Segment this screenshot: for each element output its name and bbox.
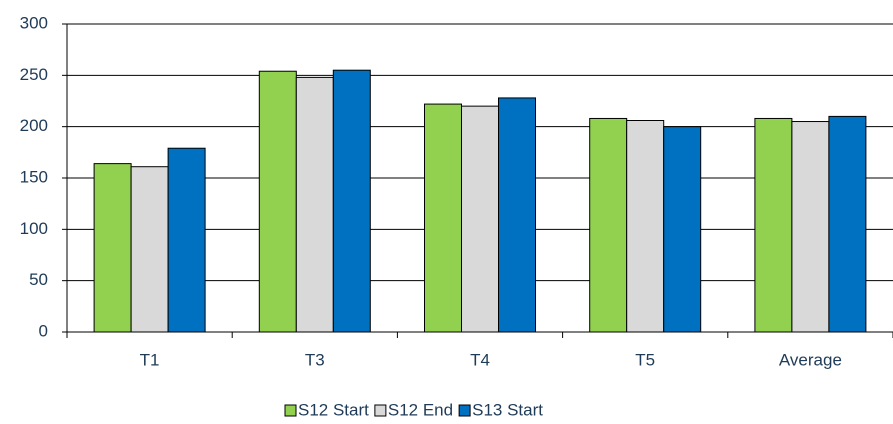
x-tick-label: Average [779,350,842,369]
x-tick-label: T4 [470,350,490,369]
bar [295,76,334,333]
bar [167,147,206,333]
bar [461,105,499,333]
x-tick-label: T1 [140,350,160,369]
y-tick-label: 250 [20,65,48,84]
bar [130,166,169,333]
bar [754,117,793,333]
bar [332,69,371,333]
bar [589,117,628,333]
y-tick-label: 0 [39,321,48,340]
legend-swatch [458,404,471,417]
y-tick-label: 100 [20,219,48,238]
bar [93,163,132,333]
y-tick-label: 150 [20,167,48,186]
y-tick-label: 200 [20,116,48,135]
bar [828,115,867,333]
bar [663,126,702,333]
legend-label: S12 Start [298,400,369,419]
bar [498,97,536,333]
legend-label: S12 End [388,400,453,419]
legend-swatch [374,404,387,417]
legend-label: S13 Start [472,400,543,419]
x-tick-label: T3 [305,350,325,369]
bar [626,120,665,333]
bar [424,103,462,333]
x-tick-label: T5 [635,350,655,369]
y-tick-label: 50 [29,270,48,289]
bar [791,121,830,333]
bar [258,70,297,333]
legend-swatch [284,404,297,417]
y-tick-label: 300 [20,13,48,32]
